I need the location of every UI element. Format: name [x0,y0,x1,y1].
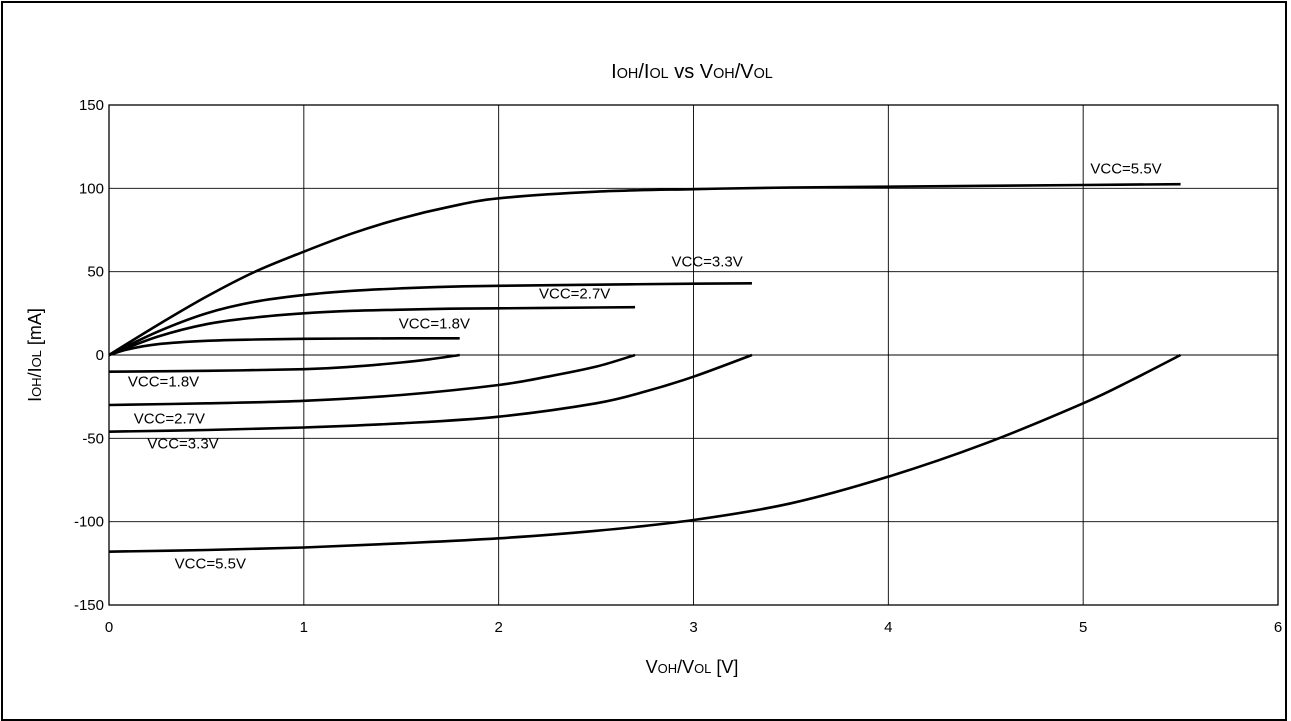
curve-label: VCC=2.7V [134,410,205,427]
curve-vcc-3-3v [108,282,752,357]
curve-label: VCC=2.7V [539,285,610,302]
x-tick-label: 6 [1274,619,1282,636]
x-tick-label: 1 [300,619,308,636]
curve-label: VCC=5.5V [175,555,246,572]
curve-vcc-1-8v [108,353,460,373]
y-tick-labels: -150 -100 -50 0 50 100 150 [74,97,104,614]
y-tick-label: 50 [87,264,104,281]
curve-vcc-2-7v [108,353,636,407]
x-tick-label: 3 [689,619,697,636]
curve-label: VCC=3.3V [147,435,218,452]
curve-label: VCC=5.5V [1090,160,1161,177]
grid [109,105,1278,605]
y-axis-label: IOH/IOL [mA] [25,308,45,402]
curve-vcc-1-8v [108,337,460,357]
y-tick-label: 0 [96,347,104,364]
x-tick-label: 4 [884,619,892,636]
y-tick-label: -100 [74,514,104,531]
curve-labels: VCC=5.5V VCC=3.3V VCC=2.7V VCC=1.8V VCC=1.8V… [128,160,1162,572]
x-tick-label: 0 [105,619,113,636]
curve-label: VCC=1.8V [128,374,199,391]
y-tick-label: 150 [79,97,104,114]
curve-vcc-5-5v [108,182,1181,357]
x-tick-labels: 0 1 2 3 4 5 6 [105,619,1282,636]
curve-label: VCC=3.3V [671,254,742,271]
chart-title: IOH/IOL vs VOH/VOL [611,61,773,83]
curve-vcc-2-7v [108,305,636,357]
y-tick-label: -50 [82,430,104,447]
curve-vcc-3-3v [108,353,753,433]
curves [108,182,1182,553]
x-tick-label: 2 [494,619,502,636]
y-tick-label: 100 [79,180,104,197]
curve-vcc-5-5v [108,353,1182,553]
x-axis-label: VOH/VOL [V] [646,657,739,677]
x-tick-label: 5 [1079,619,1087,636]
curve-label: VCC=1.8V [399,315,470,332]
y-tick-label: -150 [74,597,104,614]
